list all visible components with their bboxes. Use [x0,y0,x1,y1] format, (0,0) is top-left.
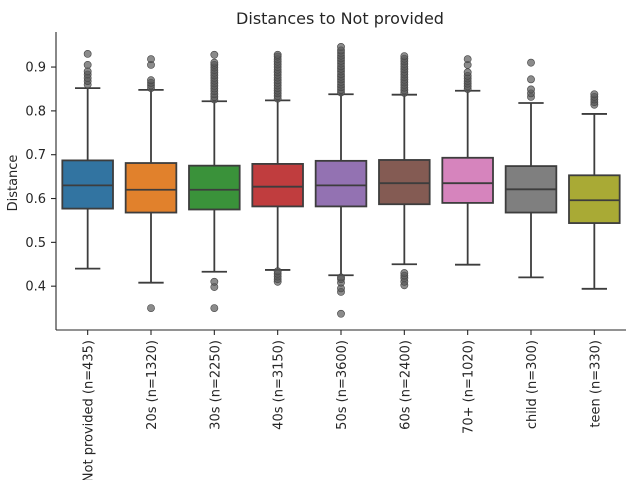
outlier-point [337,43,345,51]
outlier-point [527,75,535,84]
outlier-point [273,267,282,276]
y-tick-label: 0.9 [25,61,46,76]
x-tick-label: 40s (n=3150) [272,340,287,430]
box-group [188,50,241,312]
outlier-point [527,85,535,94]
outlier-point [337,309,345,318]
box-group [568,90,621,290]
x-tick-label: child (n=300) [525,340,540,429]
outlier-point [463,55,472,64]
outlier-point [147,76,155,85]
x-tick-label: teen (n=330) [588,340,603,428]
box-group [441,55,494,266]
y-tick-label: 0.5 [25,236,46,251]
iqr-box [568,174,621,224]
iqr-box [441,156,494,204]
outlier-point [463,68,472,77]
outlier-point [83,60,92,69]
iqr-box [378,159,431,206]
outlier-point [83,50,92,58]
x-tick-label: 20s (n=1320) [145,340,160,430]
x-tick-label: 50s (n=3600) [335,340,350,430]
box-group [504,58,558,279]
box-group [124,55,178,312]
y-axis-label: Distance [6,155,21,212]
iqr-box [251,163,304,208]
outlier-point [273,50,282,59]
x-tick-label: Not provided (n=435) [82,340,97,480]
outlier-point [147,304,155,312]
y-tick-label: 0.8 [25,104,46,119]
outlier-point [337,273,345,282]
box-group [251,50,304,286]
outlier-point [83,67,92,76]
x-tick-label: 30s (n=2250) [208,340,223,430]
outlier-point [210,304,219,312]
outlier-point [210,58,219,67]
plot-area [61,43,621,318]
outlier-point [590,90,599,99]
chart-title: Distances to Not provided [236,9,444,28]
box-group [378,52,431,290]
iqr-box [124,162,178,214]
outlier-point [527,58,535,67]
outlier-point [400,52,409,61]
x-tick-label: 70+ (n=1020) [462,340,477,434]
y-tick-label: 0.6 [25,192,46,207]
outlier-point [147,55,155,64]
y-tick-label: 0.7 [25,148,46,163]
iqr-box [314,159,368,208]
y-tick-label: 0.4 [25,280,46,295]
box-group [314,43,368,318]
box-group [61,50,114,270]
outlier-point [210,50,219,59]
outlier-point [400,269,409,277]
x-tick-label: 60s (n=2400) [398,340,413,430]
iqr-box [188,164,241,211]
outlier-point [210,277,219,286]
